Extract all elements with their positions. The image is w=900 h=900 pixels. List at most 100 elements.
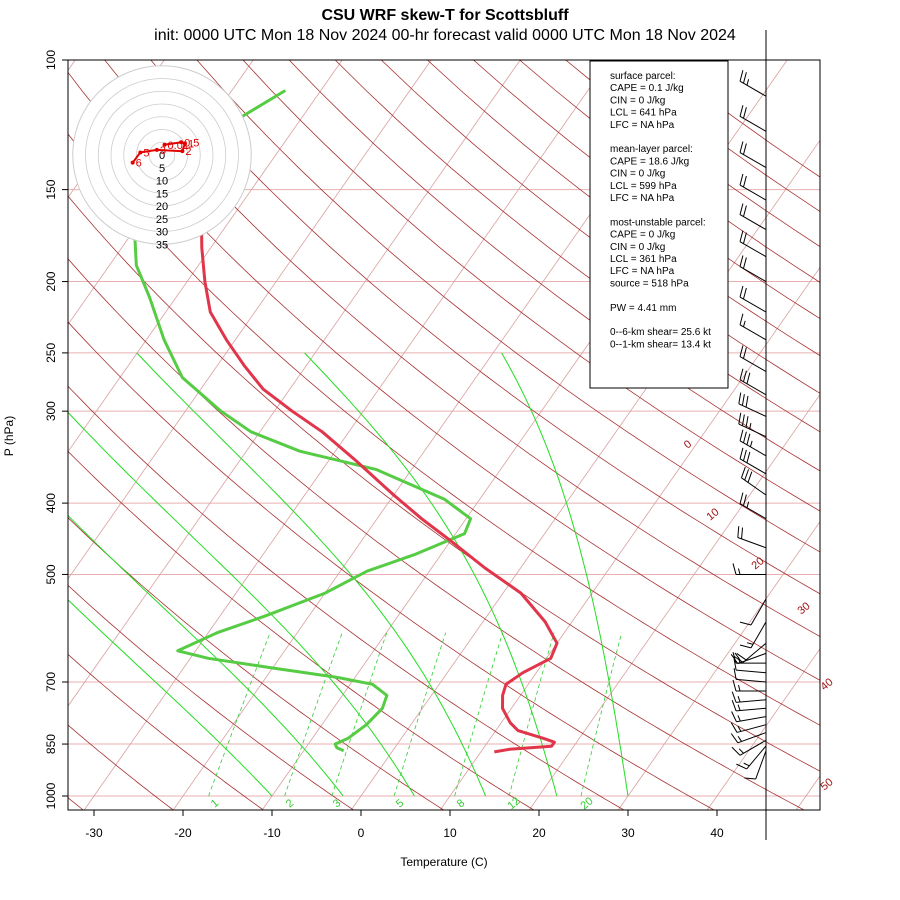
y-tick-label: 500 [44,564,58,584]
wind-barb-half-flag [738,748,744,754]
wind-barb-flag [744,469,750,481]
wind-barb-flag [739,429,744,441]
x-tick-label: -20 [174,826,192,840]
hodograph-ring-label: 10 [156,176,168,188]
wind-barb-flag [730,722,738,733]
wind-barb-flag [744,777,756,780]
isotherm-line [68,60,432,580]
isotherm-label: 10 [705,506,722,523]
wind-barbs [730,70,767,780]
isotherm-line [68,60,165,199]
moist-adiabat [304,352,558,797]
wind-barb-flag [739,447,744,459]
wind-barb-half-flag [749,440,753,447]
x-tick-label: 0 [358,826,365,840]
isotherm-line [528,393,820,810]
wind-barb-flag [745,395,749,408]
hodograph-ring-label: 35 [156,239,168,251]
info-line: CAPE = 0 J/kg [610,230,675,241]
moist-adiabat [68,514,344,797]
wind-barb-flag [739,203,744,215]
wind-barb-flag [731,691,737,703]
wind-barb-flag [742,494,747,506]
wind-barb-flag [746,433,751,445]
wind-barb-staff [739,324,767,341]
x-tick-label: -30 [85,826,103,840]
wind-barb-flag [733,658,737,671]
mixing-ratio-line [284,632,343,797]
dry-adiabat [68,321,715,810]
hodograph-ring [136,129,188,181]
wind-barb-flag [746,372,751,384]
wind-barb-staff [741,477,767,496]
wind-barb-staff [739,241,767,258]
wind-barb-flag [733,668,737,680]
wind-barb-flag [739,492,744,504]
wind-barb-flag [739,255,744,267]
wind-barb-staff [739,214,767,231]
y-tick-label: 150 [44,179,58,199]
wind-barb-flag [731,700,737,712]
y-tick-label: 700 [44,672,58,692]
mixing-ratio-line [331,632,388,797]
wind-barb-half-flag [737,704,741,711]
wind-barb-flag [732,679,737,692]
hodograph-point-label: 0.01 [168,140,189,152]
chart-title: CSU WRF skew-T for Scottsbluff [321,7,569,24]
wind-barb-flag [739,141,744,153]
dry-adiabat [68,724,174,810]
wind-barb-half-flag [737,696,741,703]
info-line: most-unstable parcel: [610,217,706,228]
wind-barb-staff [739,115,767,132]
mixing-ratio-label: 2 [284,797,296,810]
hodograph-point [179,140,184,145]
info-line: LFC = NA hPa [610,193,675,204]
wind-barb-flag [739,345,744,357]
mixing-ratio-label: 8 [455,797,467,810]
wind-barb-staff [750,598,767,626]
y-tick-label: 250 [44,343,58,363]
isotherm-line [706,648,820,810]
wind-barb-staff [739,80,767,97]
wind-barb-flag [732,563,737,575]
info-line: LCL = 599 hPa [610,181,677,192]
isotherm-label: 20 [750,555,767,572]
wind-barb-flag [731,711,737,723]
chart-subtitle: init: 0000 UTC Mon 18 Nov 2024 00-hr for… [154,27,736,44]
dry-adiabat [68,584,355,810]
wind-barb-flag [742,175,747,188]
wind-barb-flag [747,471,753,483]
isotherm-line [795,775,820,810]
wind-barb-flag [736,763,747,770]
info-line: LCL = 641 hPa [610,108,677,119]
dry-adiabat [242,60,820,512]
y-axis-label: P (hPa) [2,416,16,456]
isotherm-label: 50 [819,776,836,793]
wind-barb-staff [746,745,767,770]
dry-adiabat [150,60,820,595]
mixing-ratio-label: 3 [331,797,343,810]
moist-adiabat [68,411,415,797]
isotherm-line [884,60,900,812]
isotherm-line [83,60,610,810]
dry-adiabat [196,60,820,553]
temperature-profile-line [172,84,559,754]
dry-adiabat [381,60,820,394]
wind-barb-flag [742,205,747,217]
info-line: CIN = 0 J/kg [610,95,665,106]
hodograph-ring [72,65,252,245]
wind-barb-flag [730,654,739,664]
hodograph-point-label: 6 [136,158,142,170]
hodograph-point [182,141,187,146]
hodograph-ring [110,103,214,207]
wind-barb-staff [736,707,767,712]
wind-barb-flag [739,313,744,325]
dry-adiabat [68,195,820,772]
wind-barb-flag [745,416,749,428]
x-tick-label: 30 [621,826,635,840]
wind-barb-staff [736,716,767,723]
hodograph-point-label: 5 [143,147,149,159]
wind-barb-flag [737,526,740,538]
